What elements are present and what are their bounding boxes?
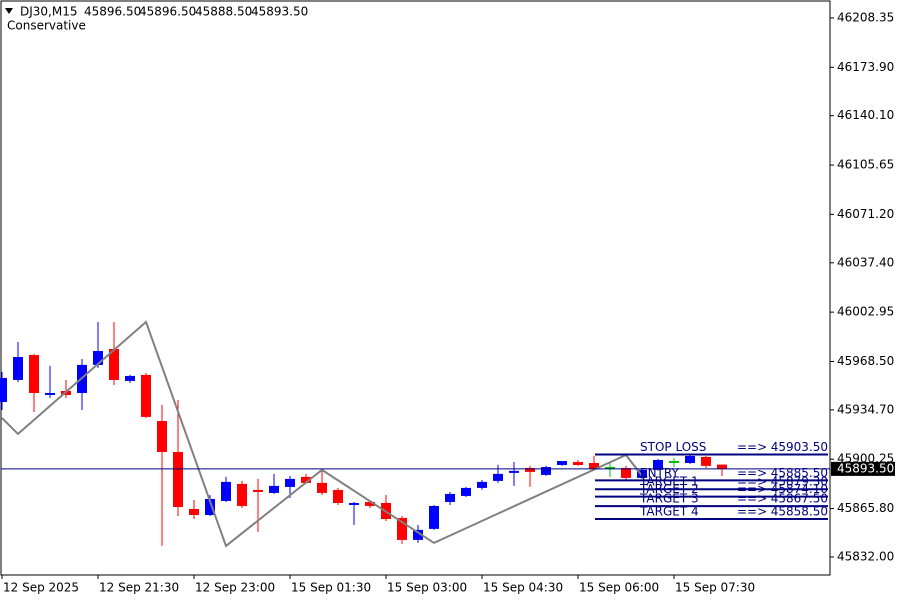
x-tick-label: 15 Sep 04:30 <box>483 581 563 595</box>
header-high: 45896.50 <box>139 5 196 19</box>
header-low: 45888.50 <box>195 5 252 19</box>
level-name: TARGET 1 <box>639 475 699 489</box>
level-arrow: ==> <box>737 505 767 519</box>
candle-body <box>461 487 471 496</box>
candle-body <box>349 502 359 505</box>
candle-body <box>269 485 279 493</box>
header-close: 45893.50 <box>251 5 308 19</box>
candle-body <box>221 481 231 501</box>
candle-body <box>717 464 727 469</box>
price-tag-label: 45893.50 <box>837 461 894 475</box>
y-tick-label: 46037.40 <box>837 255 894 269</box>
candle-body <box>157 421 167 452</box>
candle-body <box>541 467 551 475</box>
candle-body <box>109 349 119 380</box>
indicator-name: Conservative <box>7 19 86 33</box>
y-tick-label: 45968.50 <box>837 354 894 368</box>
candle-body <box>493 473 503 481</box>
y-tick-label: 46140.10 <box>837 108 894 122</box>
level-arrow: ==> <box>737 492 767 506</box>
collapse-icon <box>5 8 13 14</box>
level-name: STOP LOSS <box>640 440 706 454</box>
header-open: 45896.50 <box>84 5 141 19</box>
candle-body <box>285 478 295 487</box>
candle-body <box>29 355 39 393</box>
zigzag-line <box>1 320 643 548</box>
level-value: 45903.50 <box>771 440 828 454</box>
level-value: 45858.50 <box>771 505 828 519</box>
y-tick-label: 46105.65 <box>837 158 894 172</box>
candle-body <box>397 518 407 540</box>
level-name: ENTRY <box>640 466 679 480</box>
candle-body <box>477 481 487 488</box>
x-tick-label: 15 Sep 06:00 <box>579 581 659 595</box>
level-value: 45867.50 <box>771 492 828 506</box>
candle-body <box>637 469 647 478</box>
candle-body <box>445 493 455 502</box>
level-name: TARGET 3 <box>639 492 699 506</box>
candle-body <box>93 351 103 365</box>
candle-body <box>13 357 23 380</box>
y-tick-label: 46002.95 <box>837 305 894 319</box>
level-arrow: ==> <box>737 440 767 454</box>
x-tick-label: 15 Sep 01:30 <box>291 581 371 595</box>
level-value: 45885.50 <box>771 466 828 480</box>
candle-body <box>685 455 695 464</box>
candle-body <box>45 392 55 395</box>
candle-body <box>557 461 567 466</box>
level-value: 45879.30 <box>771 475 828 489</box>
candle-body <box>573 462 583 466</box>
candle-body <box>0 377 7 402</box>
level-arrow: ==> <box>737 475 767 489</box>
candle-body <box>125 375 135 381</box>
candle-body <box>301 476 311 483</box>
y-tick-label: 46208.35 <box>837 10 894 24</box>
level-name: TARGET 2 <box>639 482 699 496</box>
symbol: DJ30,M15 <box>20 5 78 19</box>
candle-body <box>205 498 215 515</box>
candle-body <box>189 508 199 515</box>
level-value: 45874.10 <box>771 482 828 496</box>
candle-body <box>589 463 599 470</box>
candle-body <box>429 505 439 529</box>
candle-body <box>509 470 519 473</box>
candle-body <box>141 374 151 417</box>
candle-body <box>237 483 247 506</box>
level-arrow: ==> <box>737 482 767 496</box>
y-tick-label: 46173.90 <box>837 60 894 74</box>
x-tick-label: 12 Sep 2025 <box>3 581 79 595</box>
y-tick-label: 46071.20 <box>837 207 894 221</box>
x-tick-label: 15 Sep 07:30 <box>675 581 755 595</box>
price-tag <box>831 461 895 476</box>
candle-body <box>365 501 375 506</box>
x-tick-label: 15 Sep 03:00 <box>387 581 467 595</box>
candle-body <box>333 489 343 503</box>
y-tick-label: 45934.70 <box>837 402 894 416</box>
candle-body <box>653 460 663 470</box>
candle-body <box>701 456 711 466</box>
candle-body <box>621 468 631 478</box>
plot-frame <box>0 0 831 576</box>
candle-body <box>173 451 183 507</box>
x-tick-label: 12 Sep 21:30 <box>99 581 179 595</box>
candle-body <box>317 482 327 493</box>
level-arrow: ==> <box>737 466 767 480</box>
y-tick-label: 45832.00 <box>837 549 894 563</box>
x-tick-label: 12 Sep 23:00 <box>195 581 275 595</box>
candle-body <box>413 529 423 540</box>
candle-body <box>253 489 263 492</box>
y-tick-label: 45865.80 <box>837 501 894 515</box>
candle-body <box>525 468 535 472</box>
level-name: TARGET 4 <box>639 505 699 519</box>
